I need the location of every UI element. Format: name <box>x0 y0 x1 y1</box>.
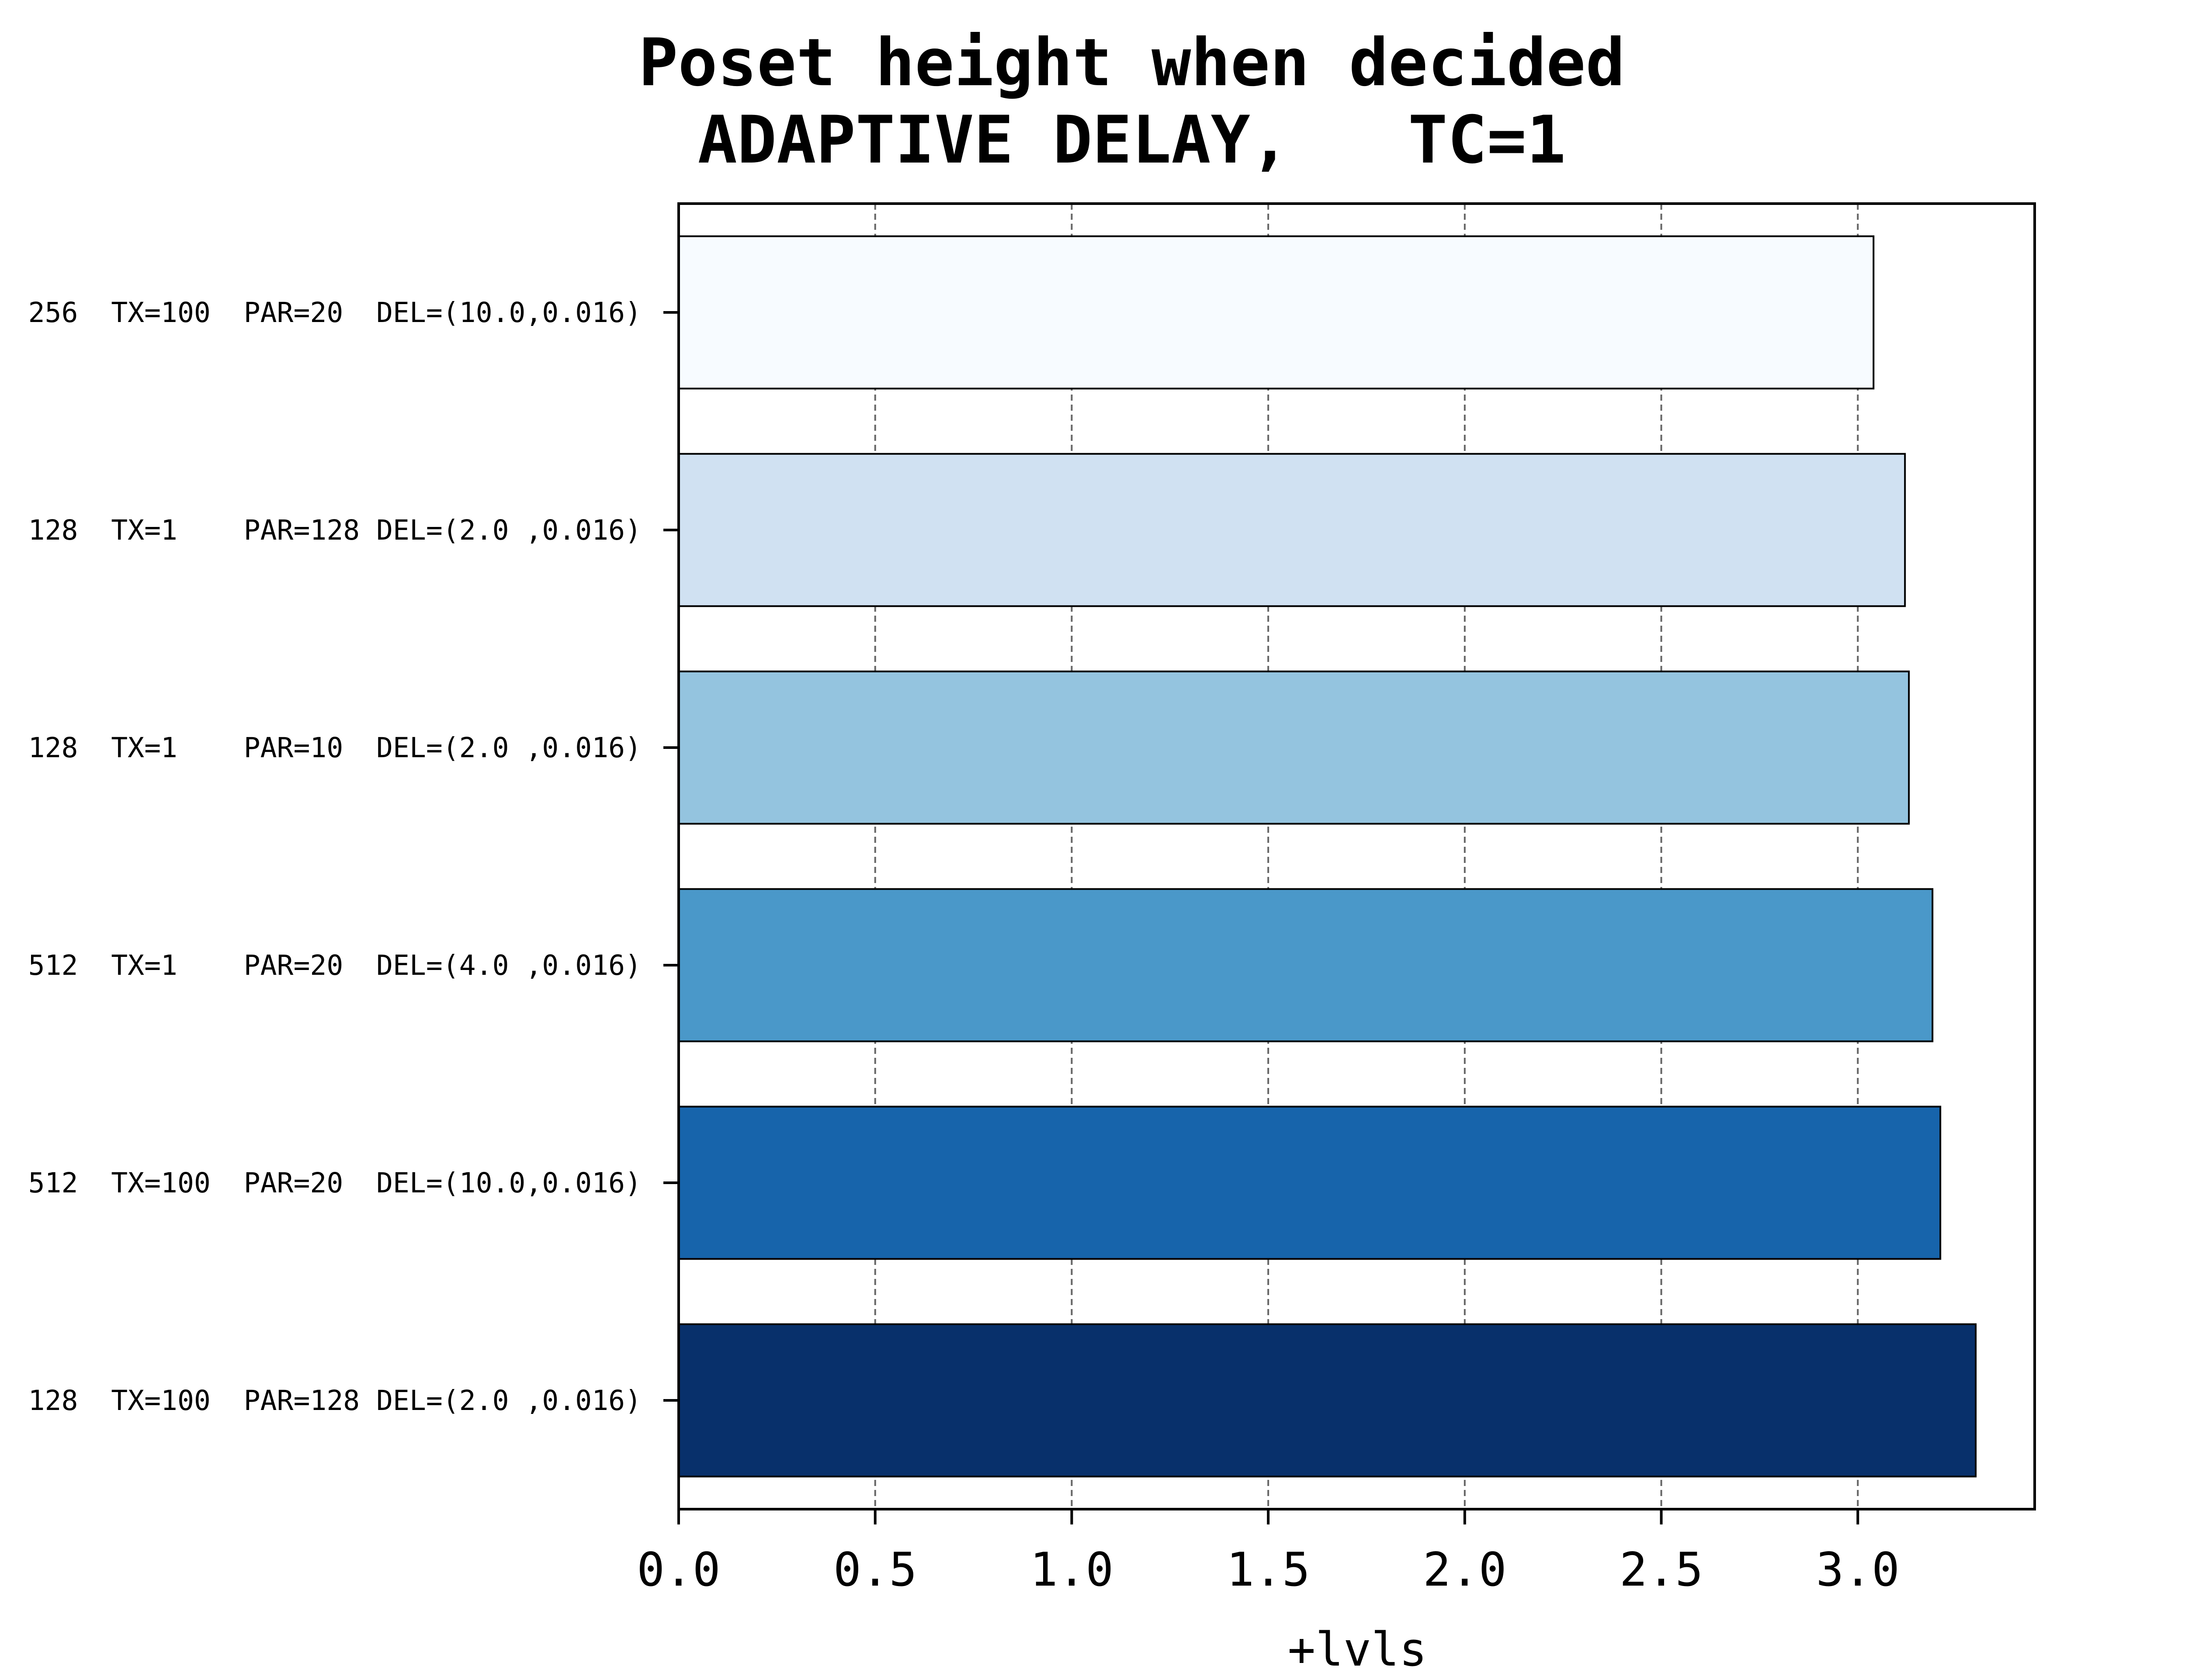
chart-title-line-1: Poset height when decided <box>638 25 1625 101</box>
x-tick-label: 2.5 <box>1620 1543 1703 1597</box>
y-tick-label: 256 TX=100 PAR=20 DEL=(10.0,0.016) <box>28 297 642 329</box>
y-tick-label: 128 TX=1 PAR=128 DEL=(2.0 ,0.016) <box>28 514 642 546</box>
x-axis-label: +lvls <box>1287 1623 1427 1677</box>
bar <box>678 670 1910 825</box>
x-tick-label: 0.0 <box>637 1543 720 1597</box>
y-tick-label: 512 TX=100 PAR=20 DEL=(10.0,0.016) <box>28 1167 642 1199</box>
plot-frame <box>677 202 2036 1510</box>
x-tick-label: 0.5 <box>833 1543 917 1597</box>
x-tick-label: 1.0 <box>1030 1543 1113 1597</box>
x-tick-label: 3.0 <box>1816 1543 1900 1597</box>
x-tick-label: 2.0 <box>1423 1543 1506 1597</box>
bar <box>678 453 1906 607</box>
y-tick-label: 512 TX=1 PAR=20 DEL=(4.0 ,0.016) <box>28 949 642 981</box>
bar <box>678 235 1875 390</box>
bar <box>678 1323 1977 1478</box>
y-tick-label: 128 TX=100 PAR=128 DEL=(2.0 ,0.016) <box>28 1385 642 1417</box>
chart-title-line-2: ADAPTIVE DELAY, TC=1 <box>698 102 1566 178</box>
y-tick-label: 128 TX=1 PAR=10 DEL=(2.0 ,0.016) <box>28 732 642 764</box>
bar <box>678 888 1934 1043</box>
x-tick-label: 1.5 <box>1226 1543 1310 1597</box>
bar <box>678 1105 1942 1260</box>
